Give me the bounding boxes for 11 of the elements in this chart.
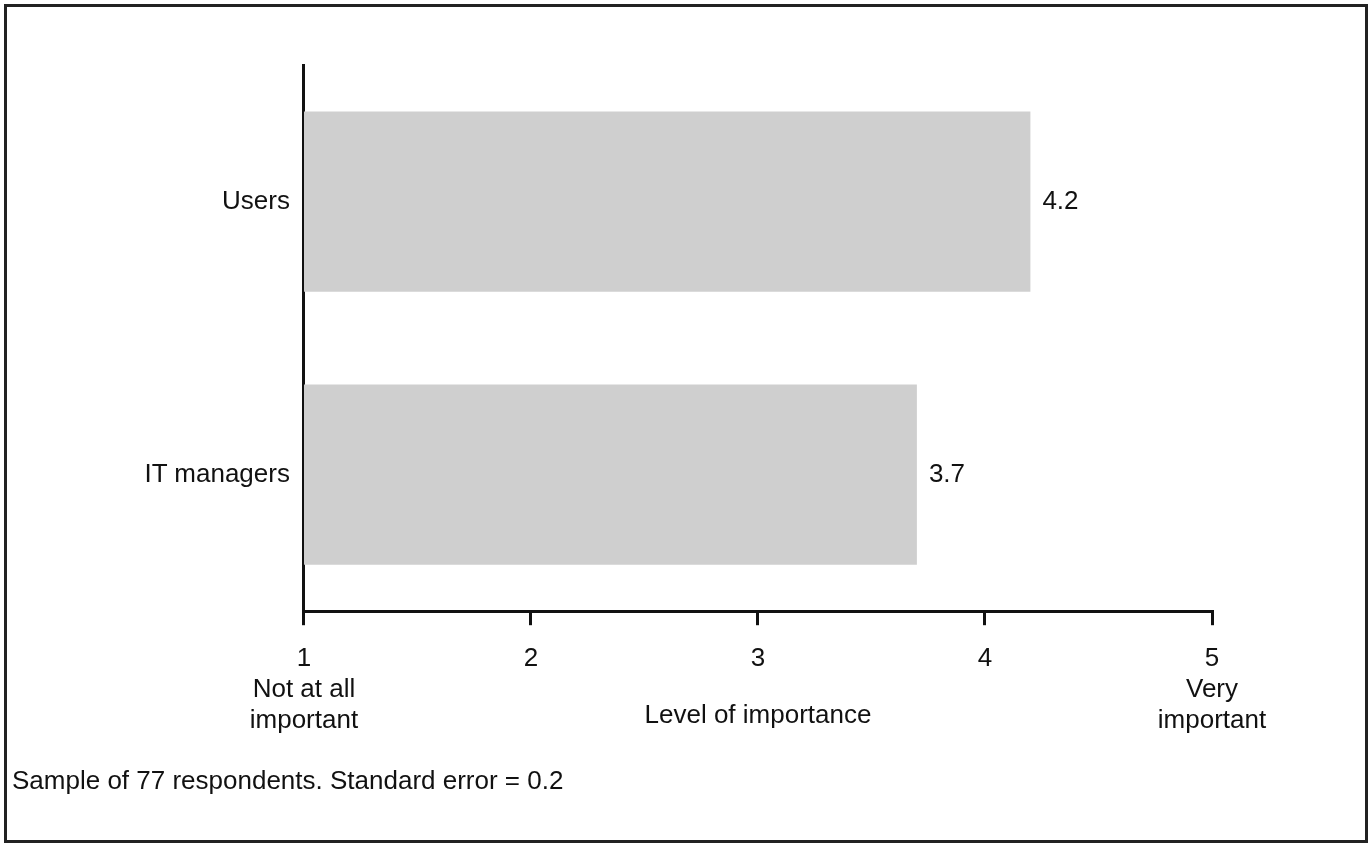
text: Sample of 77 respondents. Standard error = 0.2 xyxy=(12,765,564,796)
x-tick-label: 4 xyxy=(977,641,993,672)
y-tick-label: IT managers xyxy=(144,457,290,488)
data-label: 3.7 xyxy=(928,457,966,488)
x-tick-label: 5 Very important xyxy=(1157,641,1267,735)
x-axis-title: Level of importance xyxy=(644,698,872,729)
y-tick-label: Users xyxy=(222,184,290,215)
x-tick-label: 2 xyxy=(523,641,539,672)
x-tick-label: 3 xyxy=(750,641,766,672)
data-label: 4.2 xyxy=(1042,184,1079,215)
x-tick-label: 1 Not at all important xyxy=(249,641,359,735)
